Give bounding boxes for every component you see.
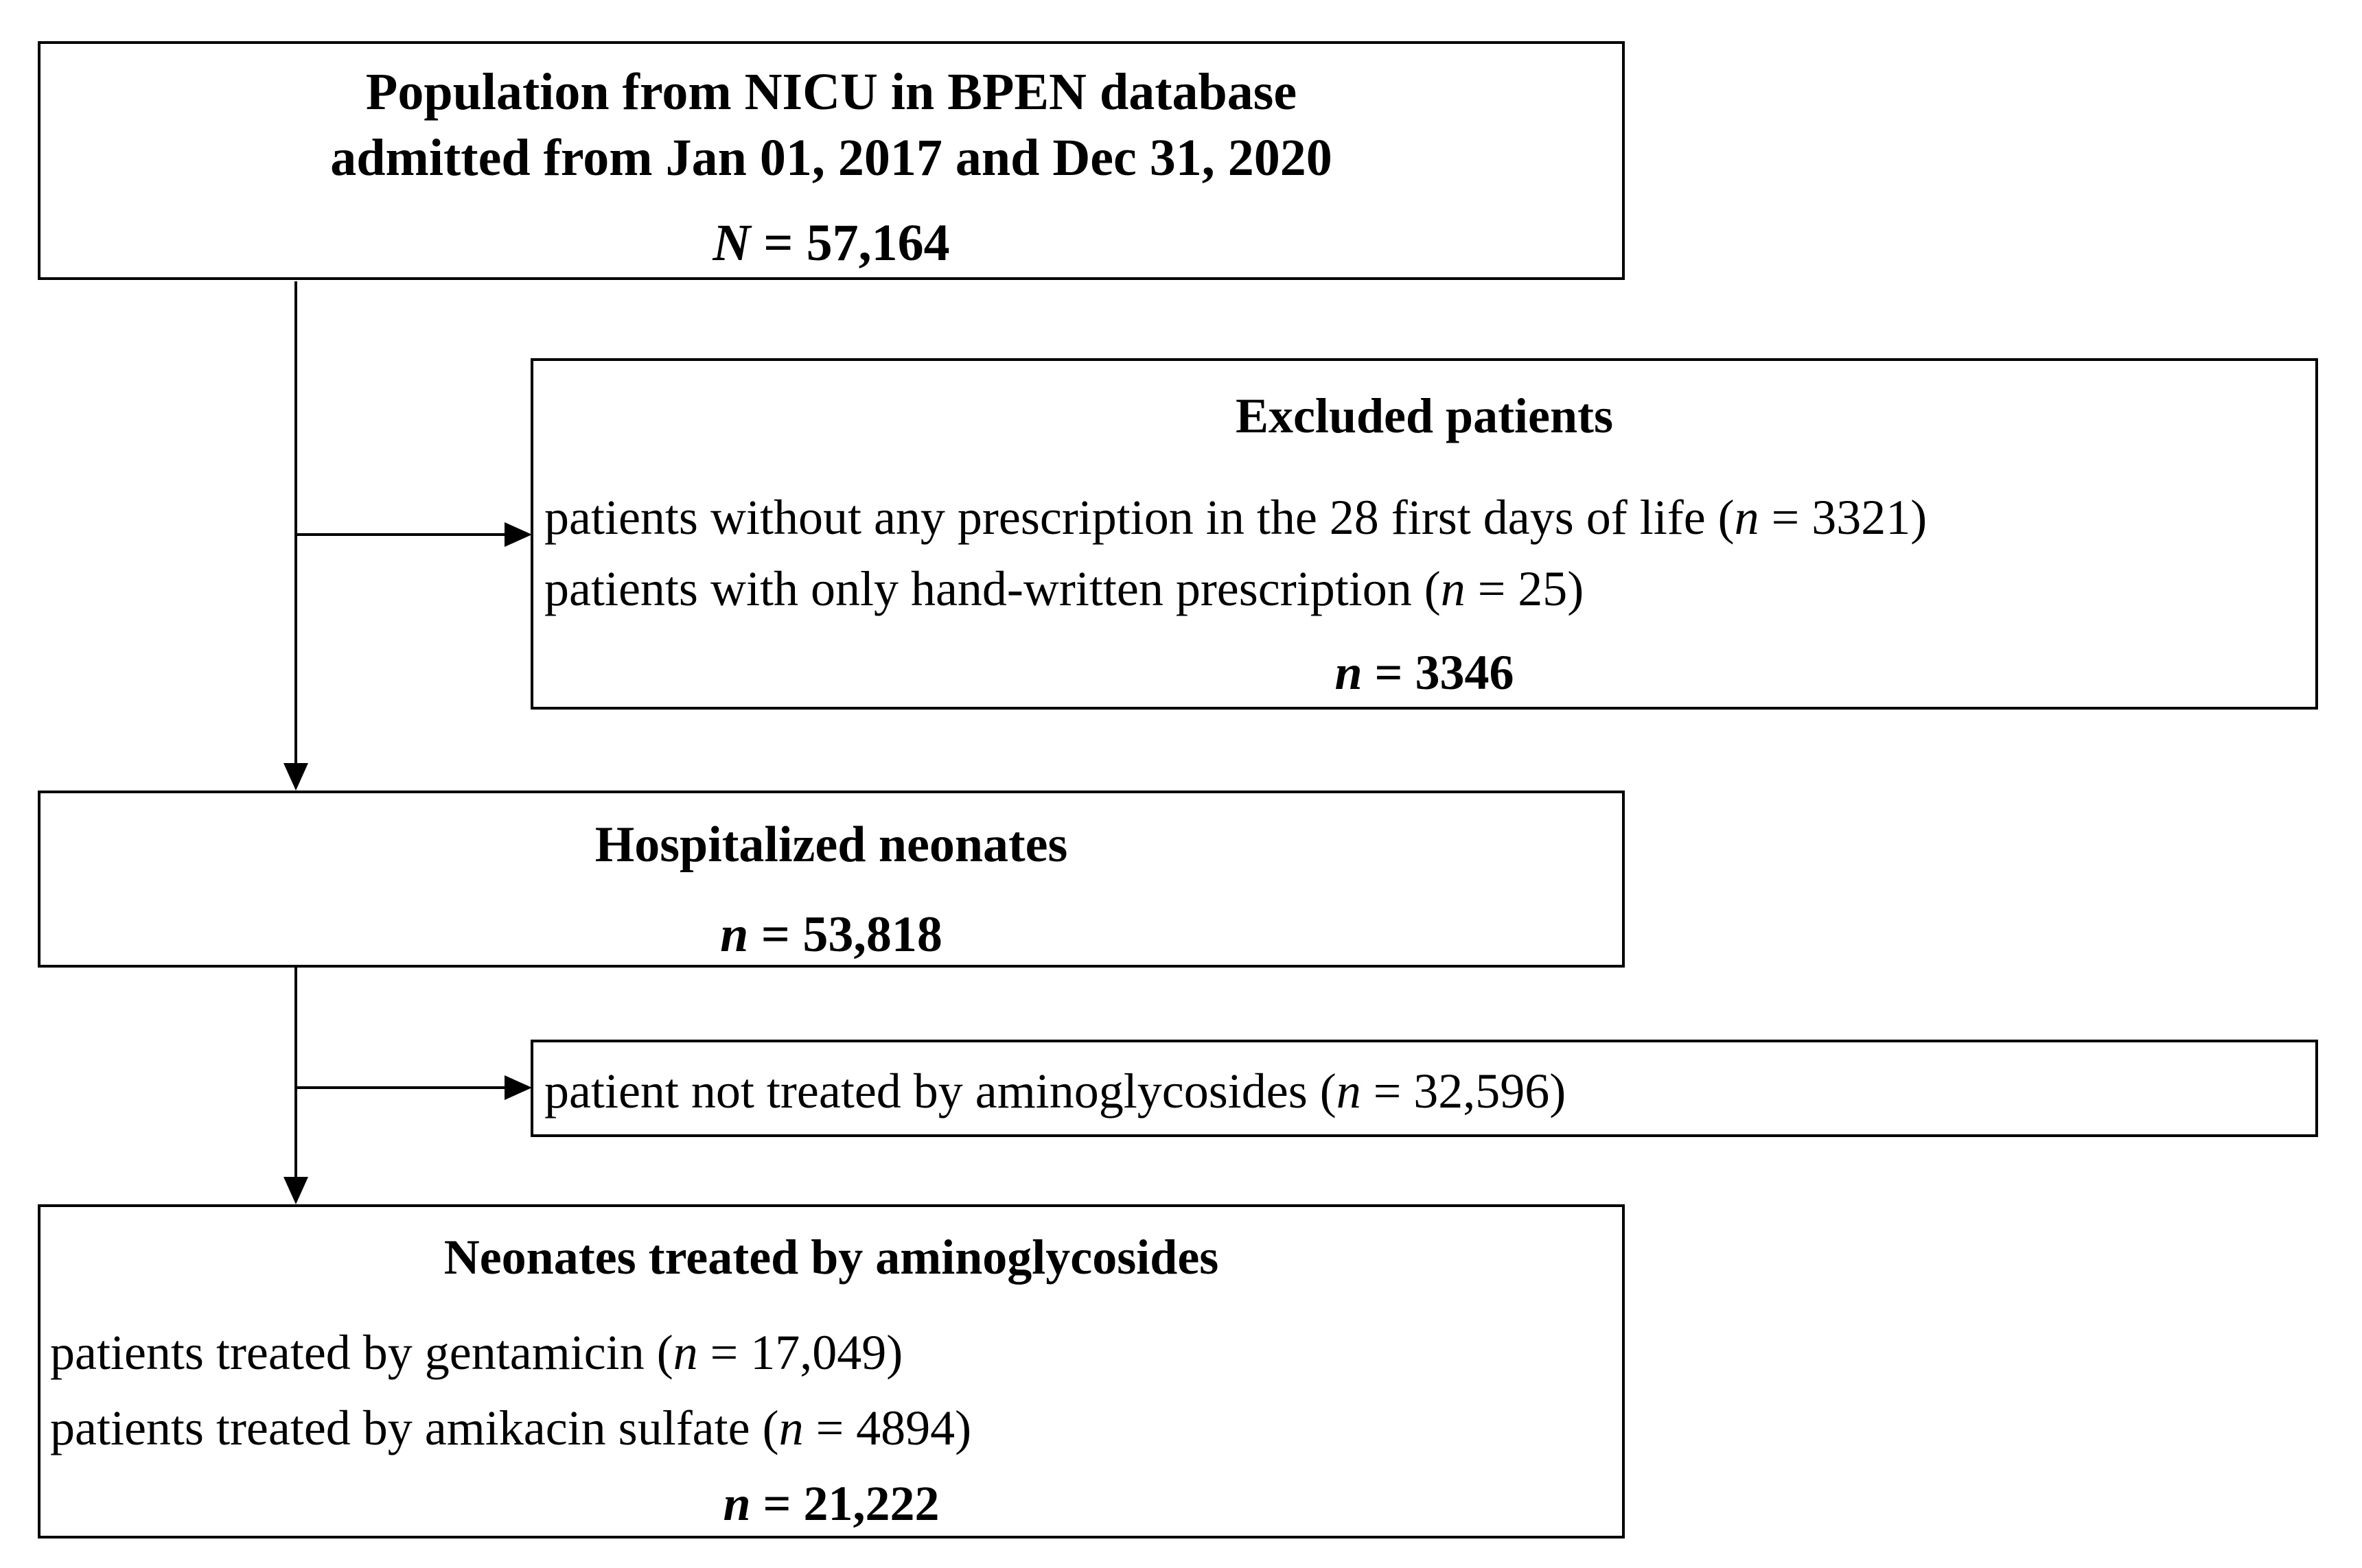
- population-line-2: admitted from Jan 01, 2017 and Dec 31, 2…: [330, 129, 1332, 187]
- treated-title: Neonates treated by aminoglycosides: [443, 1230, 1219, 1285]
- not-treated-box: patient not treated by aminoglycosides (…: [531, 1040, 2318, 1137]
- population-total: N = 57,164: [713, 214, 950, 272]
- excluded-box: Excluded patients patients without any p…: [531, 358, 2318, 710]
- excluded-item-1: patients without any prescription in the…: [544, 490, 1927, 545]
- arrowhead-down-icon: [283, 763, 308, 791]
- arrowhead-right-icon: [505, 1075, 532, 1100]
- hospitalized-box: Hospitalized neonates n = 53,818: [38, 791, 1625, 968]
- treated-item-1: patients treated by gentamicin (n = 17,0…: [50, 1325, 903, 1380]
- population-line-1: Population from NICU in BPEN database: [365, 63, 1297, 121]
- excluded-title: Excluded patients: [1235, 388, 1614, 443]
- excluded-item-2: patients with only hand-written prescrip…: [544, 561, 1584, 616]
- hospitalized-total: n = 53,818: [720, 906, 942, 963]
- not-treated-item: patient not treated by aminoglycosides (…: [544, 1064, 1566, 1119]
- hospitalized-title: Hospitalized neonates: [594, 817, 1068, 873]
- arrowhead-down-icon: [283, 1177, 308, 1204]
- excluded-total: n = 3346: [1334, 645, 1514, 700]
- arrowhead-right-icon: [505, 522, 532, 547]
- population-box: Population from NICU in BPEN database ad…: [38, 41, 1625, 280]
- treated-total: n = 21,222: [723, 1476, 940, 1531]
- treated-box: Neonates treated by aminoglycosides pati…: [38, 1204, 1625, 1538]
- treated-item-2: patients treated by amikacin sulfate (n …: [50, 1401, 972, 1455]
